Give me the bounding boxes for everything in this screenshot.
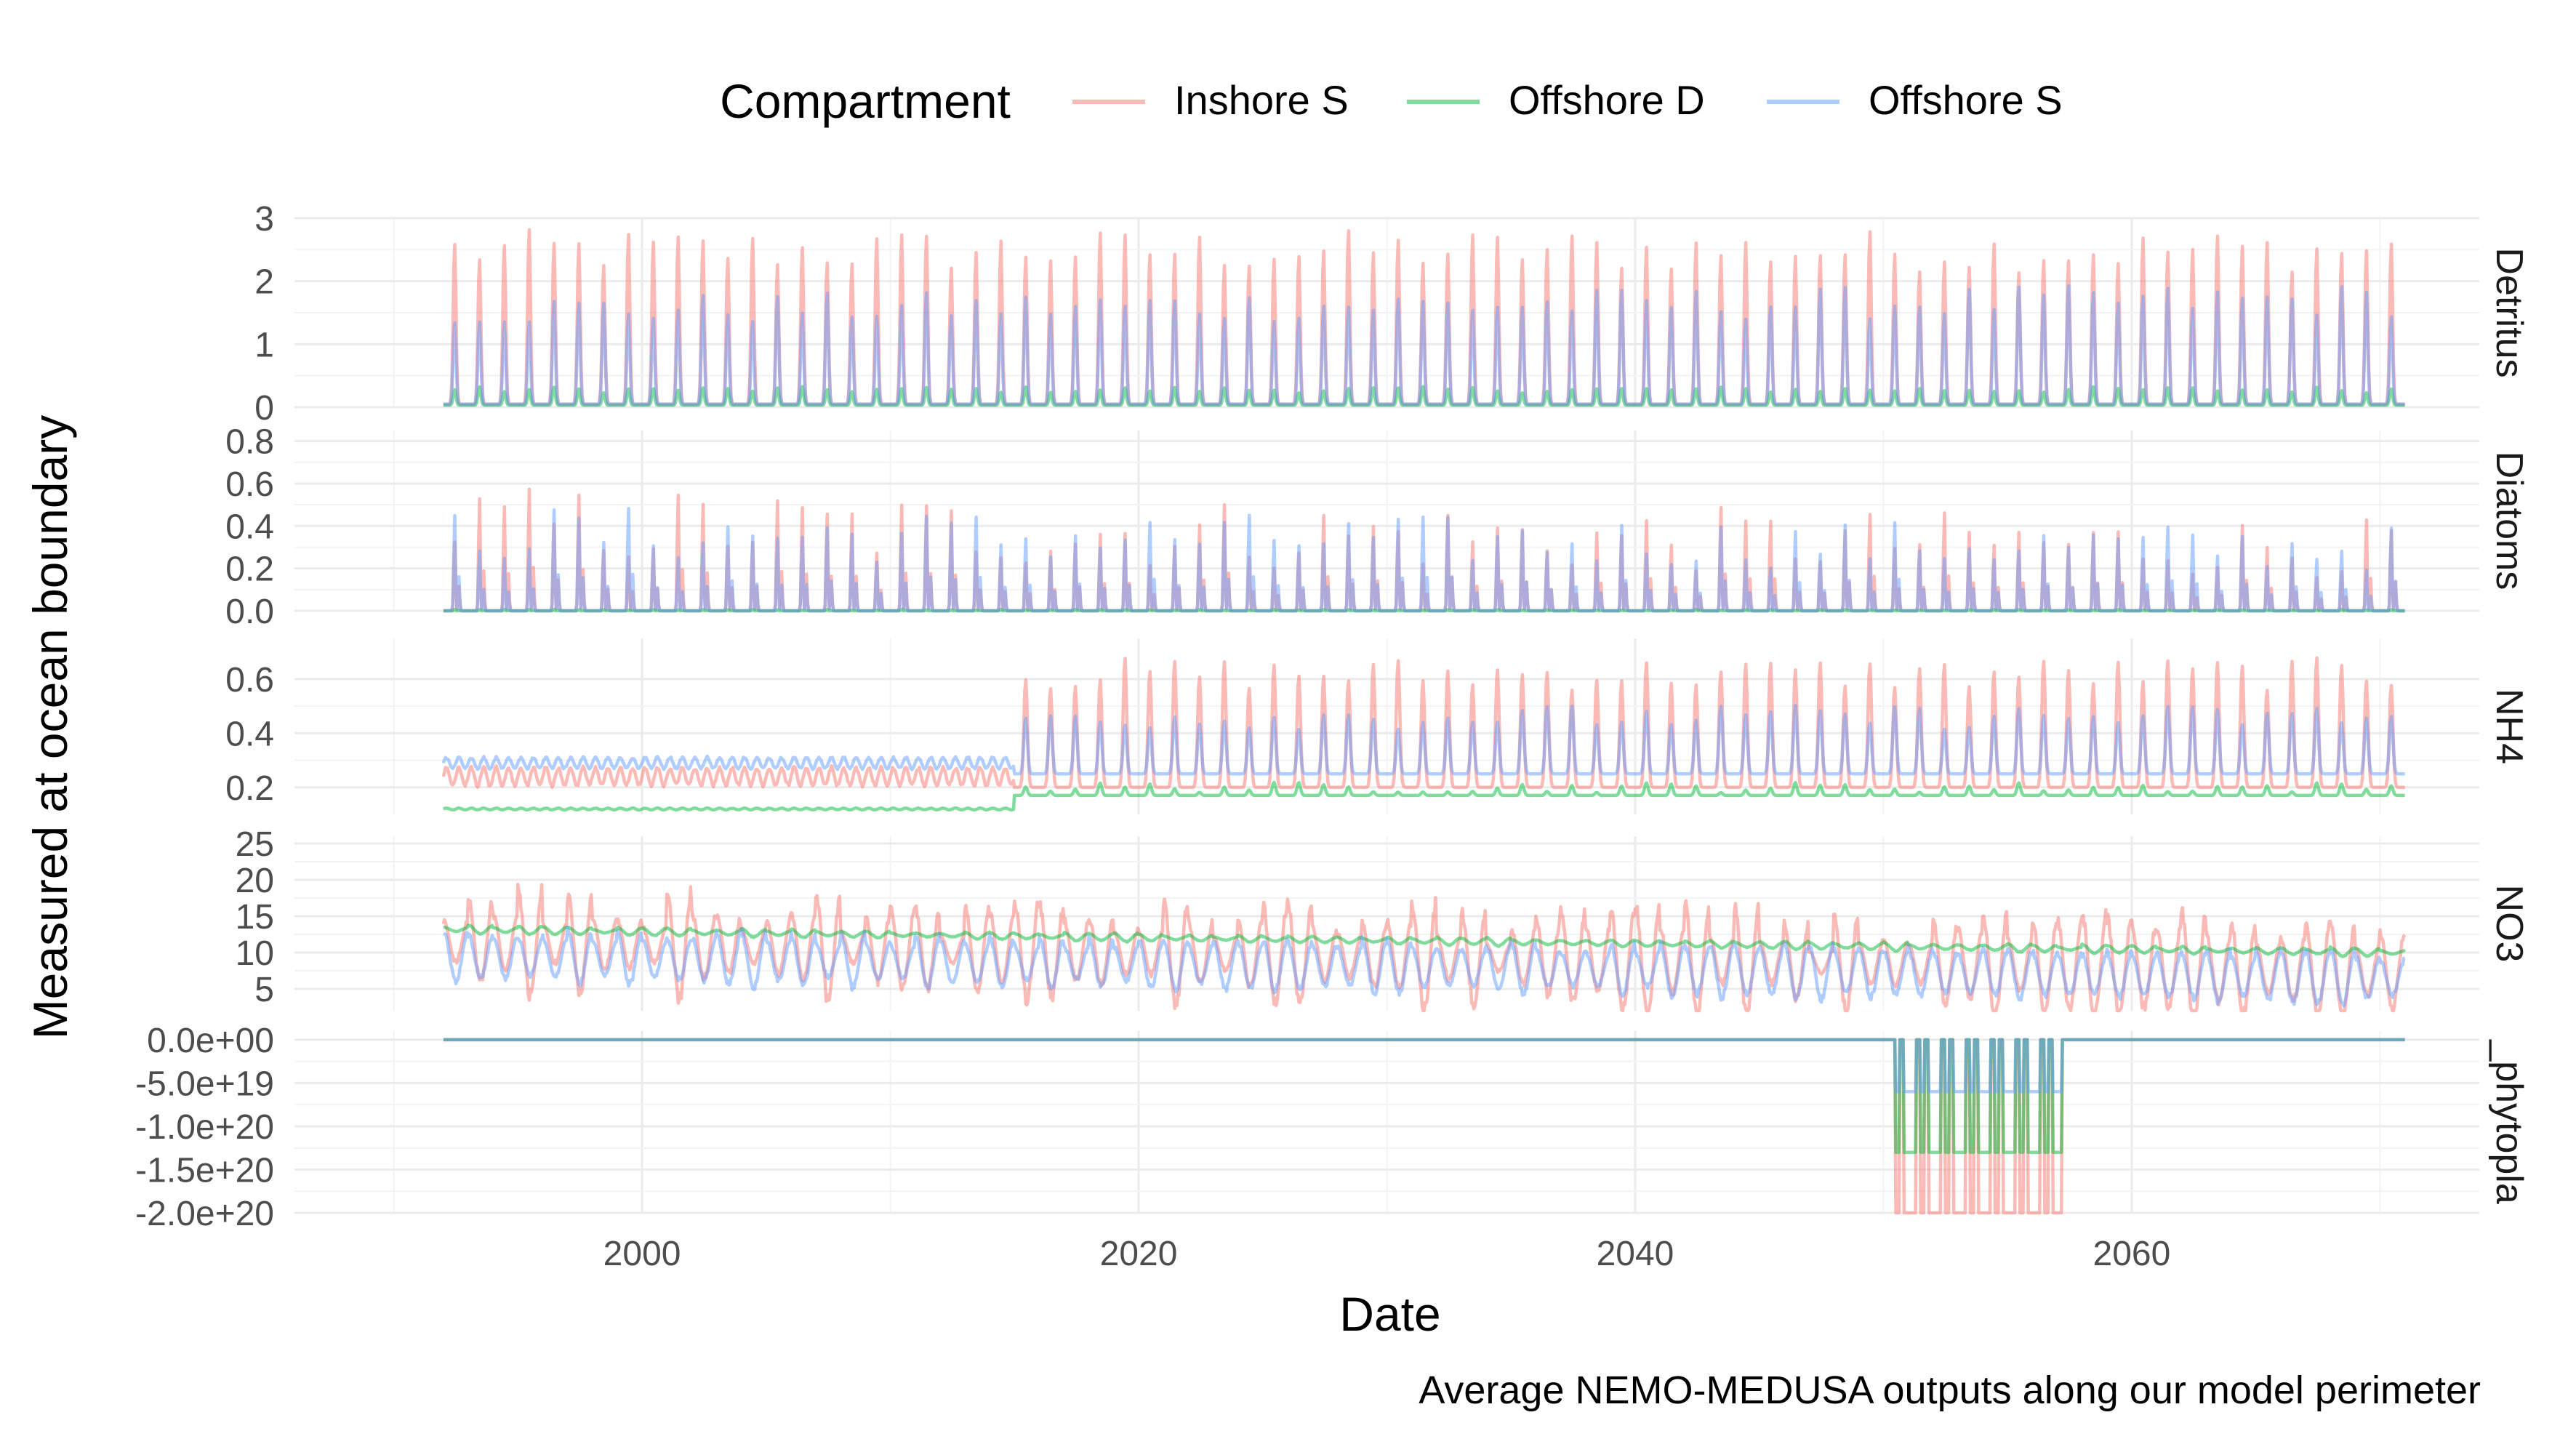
facet-strip-label: Diatoms <box>2488 452 2530 590</box>
panel-phytopla: 0.0e+00 -5.0e+19 -1.0e+20 -1.5e+20 -2.0e+20 _… <box>135 1022 2530 1233</box>
y-tick-label: 3 <box>254 200 274 238</box>
panel-nh4: 0.2 0.4 0.6 NH4 <box>225 638 2530 814</box>
legend: Inshore S Offshore D Offshore S <box>1072 77 2063 123</box>
y-tick-label: 0.0 <box>225 593 274 631</box>
y-tick-label: 0.2 <box>225 769 274 808</box>
panel-detritus: 0 1 2 3 Detritus <box>254 200 2530 428</box>
y-tick-label: -1.5e+20 <box>135 1151 274 1190</box>
y-axis-title: Measured at ocean boundary <box>23 415 77 1040</box>
series-line-offshore-s <box>443 1038 2406 1094</box>
legend-label-offshore-d: Offshore D <box>1509 77 1705 123</box>
legend-title: Compartment <box>720 74 1011 128</box>
x-tick-label: 2000 <box>603 1235 681 1273</box>
facet-strip-label: _phytopla <box>2488 1039 2530 1204</box>
x-axis-title: Date <box>1339 1287 1440 1341</box>
x-tick-label: 2040 <box>1597 1235 1674 1273</box>
y-tick-label: 0.6 <box>225 465 274 504</box>
y-tick-label: -1.0e+20 <box>135 1108 274 1147</box>
y-tick-label: 0.4 <box>225 508 274 546</box>
facet-strip-label: Detritus <box>2488 247 2530 377</box>
y-tick-label: 5 <box>254 971 274 1009</box>
y-tick-label: 0.4 <box>225 715 274 753</box>
series-line-inshore-s <box>441 656 2406 790</box>
y-tick-label: 20 <box>236 862 274 900</box>
x-axis: 2000 2020 2040 2060 <box>603 1235 2171 1273</box>
y-tick-label: 0.6 <box>225 661 274 700</box>
series-line-offshore-d <box>443 1038 2406 1154</box>
legend-label-offshore-s: Offshore S <box>1869 77 2063 123</box>
facet-panels: 0123Detritus0.00.20.40.60.8Diatoms0.20.4… <box>135 200 2530 1233</box>
series-line-offshore-d <box>443 923 2407 958</box>
x-tick-label: 2060 <box>2093 1235 2171 1273</box>
legend-label-inshore-s: Inshore S <box>1174 77 1349 123</box>
y-tick-label: 25 <box>236 825 274 864</box>
y-tick-label: 0.8 <box>225 423 274 462</box>
y-tick-label: 0.2 <box>225 550 274 589</box>
y-tick-label: 0.0e+00 <box>147 1022 274 1060</box>
y-tick-label: 1 <box>254 326 274 364</box>
series-line-offshore-d <box>443 780 2406 812</box>
facet-strip-label: NO3 <box>2488 885 2530 963</box>
series-line-offshore-s <box>443 507 2406 613</box>
y-tick-label: 15 <box>236 898 274 937</box>
y-tick-label: -5.0e+19 <box>135 1065 274 1103</box>
y-tick-label: 10 <box>236 934 274 973</box>
y-tick-label: -2.0e+20 <box>135 1195 274 1233</box>
chart-caption: Average NEMO-MEDUSA outputs along our mo… <box>1419 1368 2481 1412</box>
y-tick-label: 2 <box>254 263 274 302</box>
x-tick-label: 2020 <box>1100 1235 1178 1273</box>
y-tick-label: 0 <box>254 389 274 428</box>
facet-strip-label: NH4 <box>2488 689 2530 764</box>
series-line-offshore-s <box>443 284 2406 406</box>
series-line-offshore-s <box>441 703 2406 776</box>
panel-diatoms: 0.0 0.2 0.4 0.60.8 Diatoms <box>225 423 2530 631</box>
series-line-offshore-s <box>442 926 2406 1008</box>
